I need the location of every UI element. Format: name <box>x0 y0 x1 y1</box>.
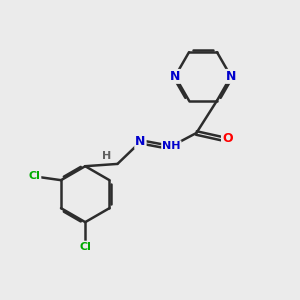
Text: N: N <box>170 70 180 83</box>
Text: NH: NH <box>162 141 181 151</box>
Text: N: N <box>135 135 146 148</box>
Text: Cl: Cl <box>79 242 91 252</box>
Text: N: N <box>226 70 236 83</box>
Text: Cl: Cl <box>28 171 40 181</box>
Text: O: O <box>222 132 232 146</box>
Text: H: H <box>102 151 111 161</box>
